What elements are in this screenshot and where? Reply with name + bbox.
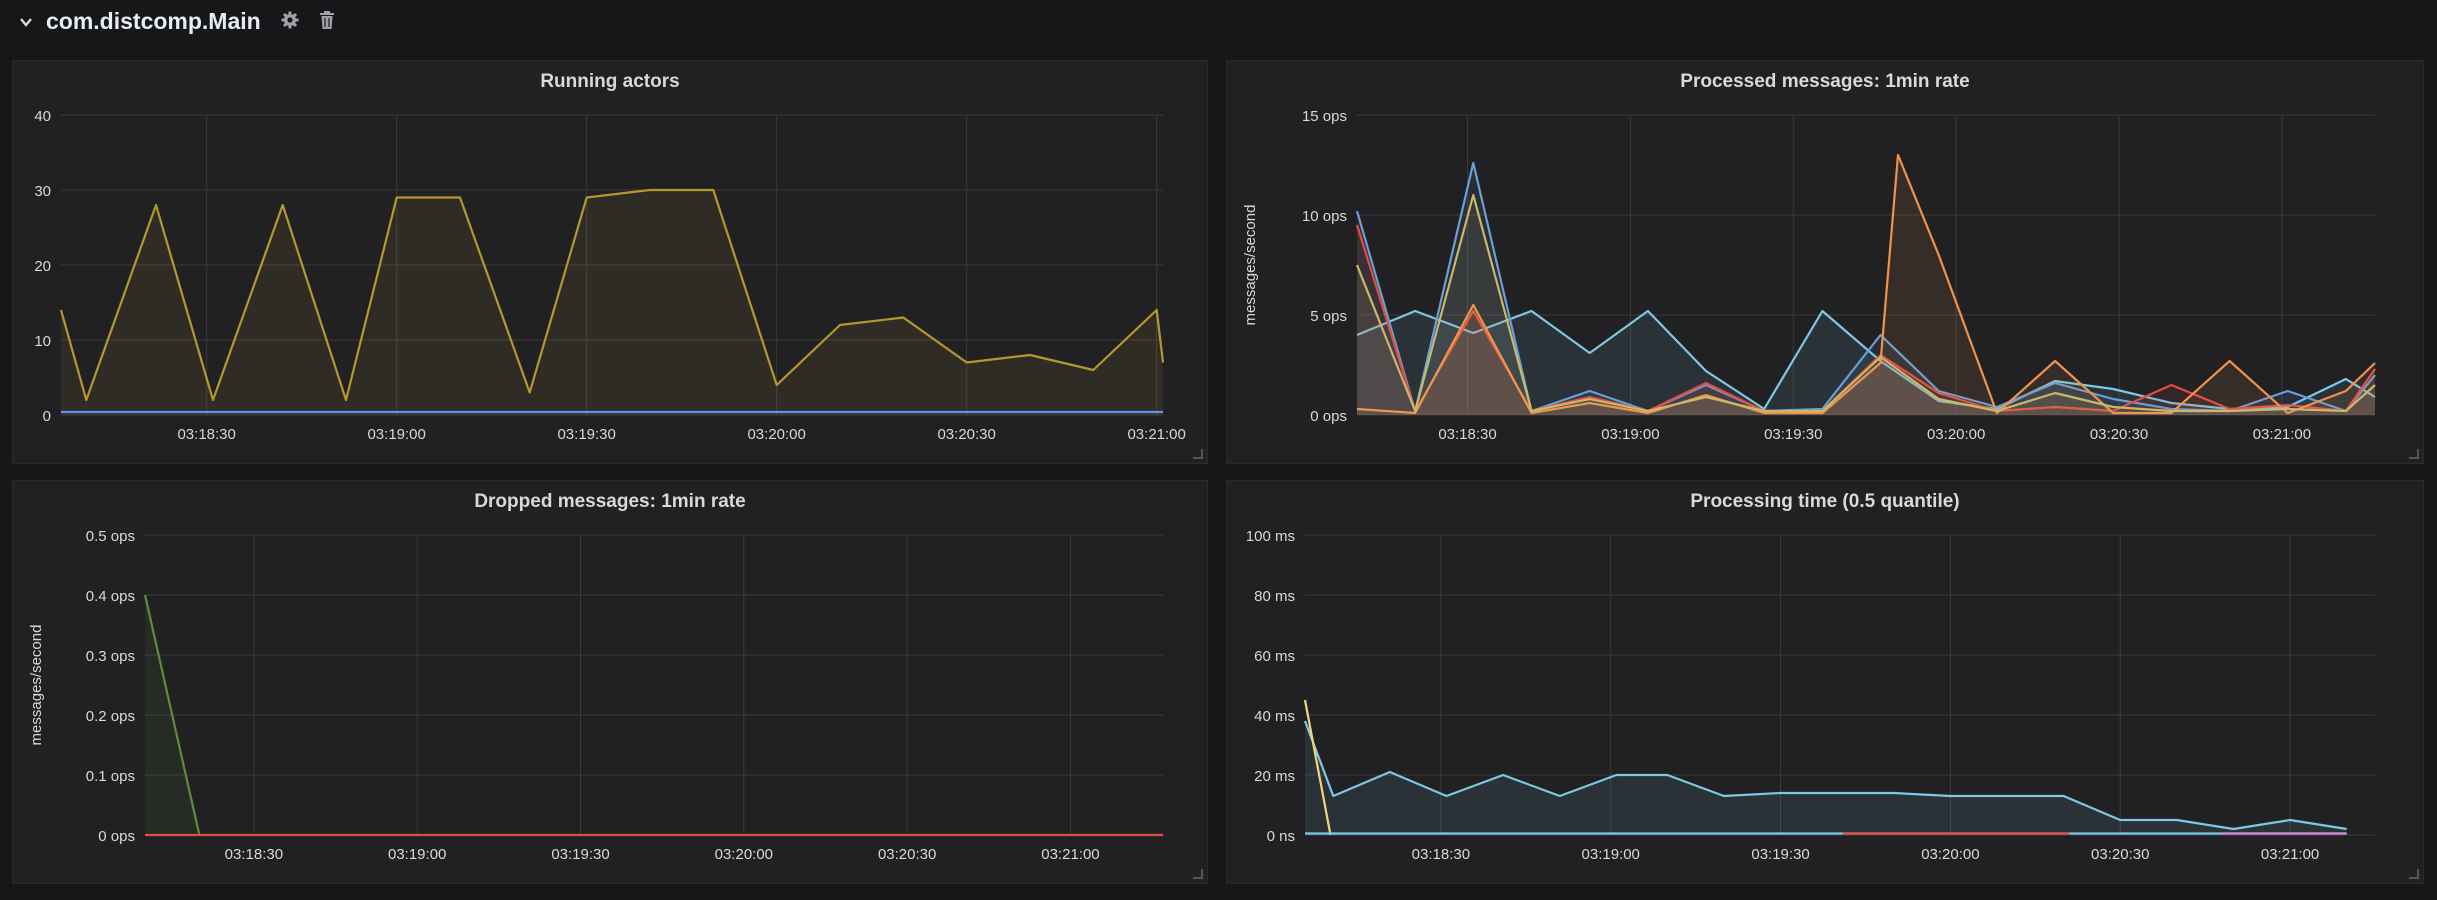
chevron-down-icon[interactable] — [18, 14, 34, 30]
resize-handle[interactable] — [2409, 869, 2419, 879]
y-tick-label: 0 — [43, 408, 51, 425]
y-tick-label: 0.2 ops — [86, 708, 135, 725]
x-tick-label: 03:18:30 — [1438, 426, 1496, 443]
x-tick-label: 03:18:30 — [225, 846, 283, 863]
x-tick-label: 03:21:00 — [2253, 426, 2311, 443]
running-actors-chart: 0 10 20 30 40 03:18:30 03:19:00 03:19:30 03:20:0… — [34, 108, 1186, 443]
x-tick-label: 03:19:00 — [388, 846, 446, 863]
series-line-s4 — [1356, 153, 2376, 415]
series-area-s3 — [1357, 225, 2375, 415]
x-tick-label: 03:20:00 — [715, 846, 773, 863]
series-area-s2 — [1357, 163, 2375, 415]
y-tick-label: 80 ms — [1254, 588, 1295, 605]
y-tick-label: 0 ops — [98, 828, 135, 845]
x-tick-label: 03:20:00 — [747, 426, 805, 443]
series-line-dropped — [143, 594, 201, 836]
x-tick-label: 03:20:30 — [937, 426, 995, 443]
x-tick-label: 03:20:00 — [1927, 426, 1985, 443]
x-tick-label: 03:19:00 — [1582, 846, 1640, 863]
y-tick-label: 0 ops — [1310, 408, 1347, 425]
y-tick-label: 0.4 ops — [86, 588, 135, 605]
panel-title[interactable]: Processing time (0.5 quantile) — [1690, 491, 1960, 512]
x-tick-label: 03:21:00 — [1041, 846, 1099, 863]
dropped-messages-chart: 0 ops 0.1 ops 0.2 ops 0.3 ops 0.4 ops 0.5 ops… — [28, 528, 1163, 863]
series-line-s5 — [1355, 193, 2376, 413]
resize-handle[interactable] — [1193, 449, 1203, 459]
x-tick-label: 03:20:30 — [2091, 846, 2149, 863]
y-tick-label: 0.3 ops — [86, 648, 135, 665]
y-tick-label: 0 ns — [1267, 828, 1295, 845]
panel-dropped-messages[interactable]: Dropped messages: 1min rate 0 ops 0.1 ops… — [12, 480, 1208, 884]
x-tick-label: 03:21:00 — [2261, 846, 2319, 863]
y-tick-label: 100 ms — [1246, 528, 1295, 545]
y-axis-label: messages/second — [1242, 205, 1259, 326]
trash-icon[interactable] — [318, 10, 336, 30]
x-tick-label: 03:20:00 — [1921, 846, 1979, 863]
panel-processed-messages[interactable]: Processed messages: 1min rate 0 ops 5 ops… — [1226, 60, 2424, 464]
y-tick-label: 40 ms — [1254, 708, 1295, 725]
x-tick-label: 03:19:00 — [1601, 426, 1659, 443]
y-tick-label: 10 — [34, 333, 51, 350]
row-title[interactable]: com.distcomp.Main — [46, 8, 261, 34]
panel-running-actors[interactable]: Running actors 0 10 20 30 40 03:18:30 03:19:00… — [12, 60, 1208, 464]
y-tick-label: 10 ops — [1302, 208, 1347, 225]
y-tick-label: 30 — [34, 183, 51, 200]
y-tick-label: 5 ops — [1310, 308, 1347, 325]
series-line-actors — [59, 188, 1165, 402]
x-tick-label: 03:18:30 — [177, 426, 235, 443]
x-tick-label: 03:20:30 — [878, 846, 936, 863]
x-tick-label: 03:18:30 — [1412, 846, 1470, 863]
series-line-p50 — [1303, 720, 2347, 831]
processing-time-chart: 0 ns 20 ms 40 ms 60 ms 80 ms 100 ms 03:18:30 03… — [1246, 528, 2375, 863]
y-tick-label: 0.1 ops — [86, 768, 135, 785]
gear-icon[interactable] — [280, 10, 300, 30]
y-tick-label: 20 — [34, 258, 51, 275]
panel-processing-time[interactable]: Processing time (0.5 quantile) 0 ns 20 ms… — [1226, 480, 2424, 884]
series-line-spike — [1303, 699, 1332, 836]
panel-title[interactable]: Running actors — [540, 71, 680, 92]
y-tick-label: 60 ms — [1254, 648, 1295, 665]
series-area-s1 — [1357, 311, 2375, 415]
processed-messages-chart: 0 ops 5 ops 10 ops 15 ops 03:18:30 03:19:00 03… — [1242, 108, 2376, 443]
resize-handle[interactable] — [1193, 869, 1203, 879]
y-tick-label: 40 — [34, 108, 51, 125]
resize-handle[interactable] — [2409, 449, 2419, 459]
x-tick-label: 03:21:00 — [1127, 426, 1185, 443]
x-tick-label: 03:19:00 — [367, 426, 425, 443]
y-axis-label: messages/second — [28, 625, 45, 746]
x-tick-label: 03:20:30 — [2090, 426, 2148, 443]
y-tick-label: 0.5 ops — [86, 528, 135, 545]
x-tick-label: 03:19:30 — [1751, 846, 1809, 863]
series-area-actors — [61, 190, 1163, 415]
x-tick-label: 03:19:30 — [1764, 426, 1822, 443]
panel-title[interactable]: Processed messages: 1min rate — [1680, 71, 1970, 92]
y-tick-label: 20 ms — [1254, 768, 1295, 785]
x-tick-label: 03:19:30 — [551, 846, 609, 863]
series-area-p50 — [1305, 721, 2347, 835]
row-header: com.distcomp.Main — [0, 0, 2437, 50]
series-area-s4 — [1357, 155, 2375, 415]
x-tick-label: 03:19:30 — [557, 426, 615, 443]
y-tick-label: 15 ops — [1302, 108, 1347, 125]
panel-title[interactable]: Dropped messages: 1min rate — [474, 491, 746, 512]
